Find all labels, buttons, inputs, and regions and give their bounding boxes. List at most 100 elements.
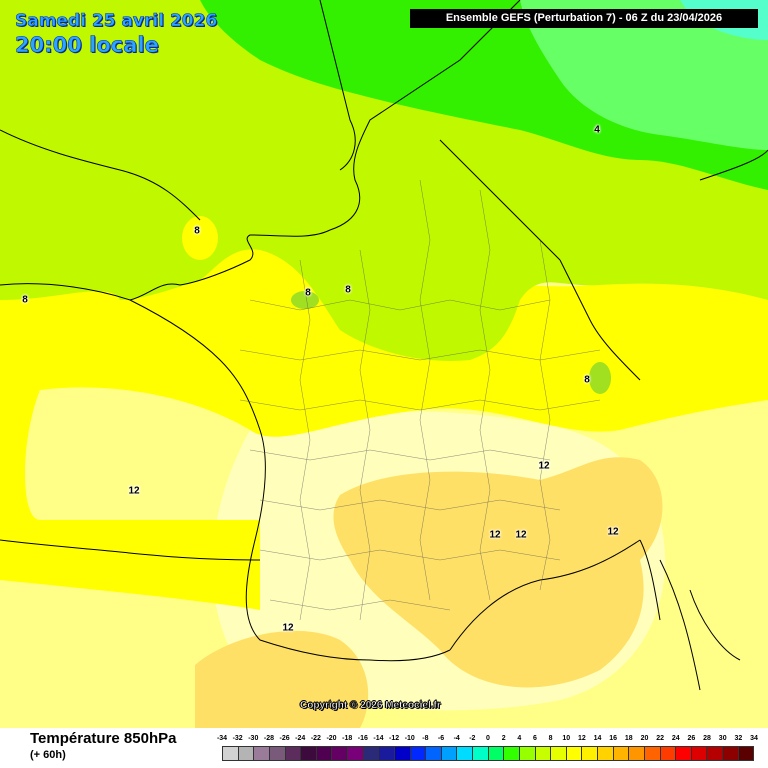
scale-tick-label: 8 — [548, 735, 553, 742]
scale-swatch — [394, 747, 411, 760]
scale-swatch — [269, 747, 286, 760]
scale-swatch — [566, 747, 583, 760]
scale-swatch — [285, 747, 302, 760]
lead-time: (+ 60h) — [30, 749, 66, 761]
scale-tick-label: 30 — [718, 735, 727, 742]
scale-swatch — [332, 747, 348, 760]
scale-tick-label: 16 — [609, 735, 618, 742]
zone-yellow-channel — [182, 216, 218, 260]
scale-swatch — [238, 747, 255, 760]
contour-label: 8 — [345, 284, 351, 296]
scale-tick-label: 34 — [750, 735, 758, 742]
contour-label: 12 — [515, 529, 527, 541]
scale-swatch — [379, 747, 395, 760]
scale-swatch — [410, 747, 427, 760]
contour-label: 8 — [584, 374, 590, 386]
scale-tick-label: 32 — [734, 735, 743, 742]
scale-swatch — [629, 747, 645, 760]
scale-swatch — [644, 747, 661, 760]
contour-label: 8 — [194, 225, 200, 237]
scale-tick-label: -22 — [310, 735, 321, 742]
scale-swatch — [348, 747, 364, 760]
scale-tick-label: 2 — [501, 735, 506, 742]
scale-tick-label: -2 — [469, 735, 476, 742]
scale-swatch — [457, 747, 473, 760]
scale-tick-label: -18 — [342, 735, 353, 742]
contour-label: 12 — [128, 485, 140, 497]
scale-swatch — [707, 747, 723, 760]
scale-tick-label: -28 — [263, 735, 274, 742]
temperature-map: Samedi 25 avril 2026 20:00 locale Ensemb… — [0, 0, 768, 728]
scale-swatch — [582, 747, 598, 760]
zone-light-orange — [333, 457, 663, 688]
scale-swatch — [598, 747, 614, 760]
scale-swatch — [535, 747, 552, 760]
scale-tick-label: -26 — [279, 735, 290, 742]
zone-mint — [520, 0, 768, 150]
scale-tick-label: 24 — [671, 735, 680, 742]
scale-swatch — [723, 747, 739, 760]
scale-swatch — [316, 747, 333, 760]
scale-tick-label: -32 — [232, 735, 243, 742]
copyright-notice: Copyright © 2026 Meteociel.fr — [300, 700, 441, 711]
zone-lime-paris — [291, 291, 319, 309]
scale-swatch — [301, 747, 317, 760]
scale-tick-label: -4 — [453, 735, 460, 742]
contour-label: 12 — [282, 622, 294, 634]
scale-tick-label: 18 — [624, 735, 633, 742]
scale-tick-label: 10 — [562, 735, 571, 742]
contour-label: 12 — [538, 460, 550, 472]
model-run-banner: Ensemble GEFS (Perturbation 7) - 06 Z du… — [410, 9, 758, 28]
scale-tick-label: -8 — [422, 735, 429, 742]
scale-swatch — [473, 747, 489, 760]
scale-swatch — [363, 747, 380, 760]
scale-tick-label: -12 — [389, 735, 400, 742]
scale-swatch — [676, 747, 692, 760]
legend-footer: Température 850hPa (+ 60h) -34 -32 -30 -28-… — [0, 728, 768, 768]
scale-tick-label: -34 — [216, 735, 228, 742]
scale-swatch — [551, 747, 567, 760]
scale-swatch — [519, 747, 536, 760]
scale-swatch — [488, 747, 505, 760]
scale-swatch — [426, 747, 442, 760]
variable-title: Température 850hPa — [30, 730, 177, 747]
scale-tick-label: 6 — [532, 735, 537, 742]
scale-swatch — [441, 747, 458, 760]
scale-tick-label: -30 — [248, 735, 259, 742]
scale-tick-label: -24 — [295, 735, 306, 742]
zone-lime-east — [589, 362, 611, 394]
scale-tick-label: 28 — [703, 735, 711, 742]
contour-label: 12 — [489, 529, 501, 541]
contour-label: 4 — [594, 124, 600, 136]
scale-swatch — [254, 747, 270, 760]
color-scale-labels: -34 -32 -30 -28 -26 -24 -22 -20 -18 -16 -14 -12 -10-… — [217, 735, 758, 745]
scale-tick-label: -6 — [437, 735, 445, 742]
scale-tick-label: 22 — [656, 735, 665, 742]
scale-tick-label: -16 — [357, 735, 368, 742]
map-canvas — [0, 0, 768, 728]
scale-tick-label: 4 — [517, 735, 522, 742]
color-scale-bar — [222, 746, 754, 761]
scale-tick-label: -14 — [373, 735, 384, 742]
scale-swatch — [223, 747, 239, 760]
scale-tick-label: -10 — [404, 735, 415, 742]
scale-tick-label: 14 — [593, 735, 602, 742]
zone-orange-sw — [195, 630, 369, 728]
forecast-date: Samedi 25 avril 2026 — [15, 11, 218, 32]
contour-label: 8 — [305, 287, 311, 299]
zone-yellow — [0, 239, 768, 610]
contour-label: 12 — [607, 526, 619, 538]
scale-swatch — [738, 747, 754, 760]
scale-swatch — [504, 747, 520, 760]
scale-tick-label: 12 — [577, 735, 586, 742]
scale-swatch — [691, 747, 708, 760]
coastlines — [0, 0, 768, 691]
scale-tick-label: 0 — [486, 735, 490, 742]
scale-swatch — [613, 747, 630, 760]
scale-swatch — [660, 747, 677, 760]
contour-label: 8 — [22, 294, 28, 306]
scale-tick-label: 26 — [687, 735, 696, 742]
scale-tick-label: -20 — [326, 735, 337, 742]
department-borders — [239, 179, 601, 621]
forecast-local-time: 20:00 locale — [15, 33, 159, 58]
